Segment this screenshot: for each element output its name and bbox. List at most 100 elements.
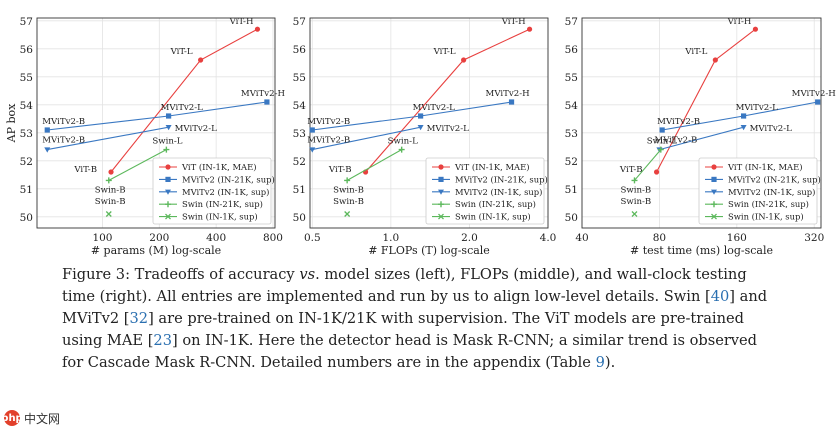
point-label: Swin-B [620,197,651,207]
citation-link[interactable]: 9 [595,354,605,371]
data-point [438,164,444,170]
data-point [165,201,171,208]
figure-3-charts: 50 51 52 53 54 55 56 57 100 200 400 800 # params (M)… [5,16,836,257]
data-point [711,189,717,195]
data-point [659,127,665,133]
plot-frame [36,17,276,229]
series-line [634,149,662,181]
series-mvitv2-in-21k-sup-: MViTv2-B MViTv2-L MViTv2-H [657,89,836,133]
point-label: Swin-L [388,137,418,147]
point-label: MViTv2-L [175,124,218,134]
chart-panel-1: 50 51 52 53 54 55 56 57 100 200 400 800 # params (M)… [5,16,285,257]
series-line [108,149,167,181]
legend-box [152,157,272,225]
legend: ViT (IN-1K, MAE) MViTv2 (IN-21K, sup) MViT… [425,157,548,225]
x-axis-label: # FLOPs (T) log-scale [368,244,490,257]
caption-text: ). [604,354,616,371]
data-point [165,113,172,119]
series-vit-in-1k-mae-: ViT-B ViT-L ViT-H [619,17,759,175]
data-point [740,113,747,119]
x-tick-label: 80 [653,232,666,244]
legend-entry: Swin (IN-21K, sup) [728,199,809,209]
legend-entry: MViTv2 (IN-21K, sup) [182,174,275,184]
watermark: php 中文网 [1,409,60,427]
caption-text: . model sizes (left), FLOPs (middle), an… [62,266,747,305]
point-label: MViTv2-H [241,89,286,99]
series-line [659,126,744,151]
point-label: ViT-L [433,47,456,57]
y-tick-label: 50 [293,212,306,224]
x-axis-label: # test time (ms) log-scale [630,244,773,257]
legend-entry: MViTv2 (IN-1K, sup) [182,187,269,197]
data-point [264,99,270,105]
data-point [105,211,112,217]
y-tick-label: 53 [20,128,33,140]
series-swin-in-1k-sup-: Swin-B [333,197,364,217]
data-point [165,213,171,220]
x-axis-label: # params (M) log-scale [91,244,221,257]
caption-label: Figure 3: [62,266,135,283]
y-tick-label: 50 [565,212,578,224]
point-label: MViTv2-B [654,136,697,146]
x-tick-label: 200 [149,232,169,244]
series-line [47,126,169,151]
point-label: MViTv2-B [307,117,350,127]
x-tick-label: 40 [575,232,588,244]
point-label: ViT-B [328,165,352,175]
series-line [346,149,402,181]
y-tick-label: 53 [565,128,578,140]
x-tick-label: 4.0 [540,232,557,244]
data-point [631,177,638,184]
y-tick-label: 51 [565,184,578,196]
data-point [108,169,114,175]
y-tick-label: 54 [293,100,307,112]
y-tick-label: 56 [565,44,579,56]
series-vit-in-1k-mae-: ViT-B ViT-L ViT-H [73,17,261,175]
point-label: ViT-L [170,47,193,57]
y-tick-label: 52 [20,156,33,168]
point-label: ViT-H [501,17,526,27]
y-tick-label: 53 [293,128,306,140]
data-point [344,211,351,217]
point-label: Swin-B [620,185,651,195]
data-point [526,26,533,32]
legend-entry: Swin (IN-21K, sup) [455,199,536,209]
series-swin-in-21k-sup-: Swin-B Swin-L [620,137,677,196]
figure-caption: Figure 3: Tradeoffs of accuracy vs. mode… [62,264,777,374]
data-point [712,57,718,63]
data-point [438,189,444,195]
x-tick-label: 400 [206,232,226,244]
point-label: MViTv2-B [42,136,85,146]
point-label: Swin-L [152,137,182,147]
data-point [815,99,821,105]
point-label: MViTv2-L [736,103,779,113]
point-label: MViTv2-B [657,117,700,127]
legend-entry: MViTv2 (IN-1K, sup) [728,187,815,197]
data-point [165,164,171,170]
data-point [752,26,759,32]
y-tick-label: 56 [293,44,307,56]
legend-entry: Swin (IN-1K, sup) [455,212,531,222]
point-label: ViT-B [73,165,97,175]
citation-link[interactable]: 32 [129,310,149,327]
data-point [438,213,444,220]
citation-link[interactable]: 23 [153,332,172,349]
data-point [198,57,204,63]
y-tick-label: 55 [293,72,306,84]
data-point [711,164,717,170]
x-tick-label: 100 [92,232,112,244]
data-point [165,176,171,182]
series-mvitv2-in-1k-sup-: MViTv2-B MViTv2-L [307,124,469,153]
legend: ViT (IN-1K, MAE) MViTv2 (IN-21K, sup) MViT… [698,157,821,225]
data-point [44,147,51,153]
series-swin-in-21k-sup-: Swin-B Swin-L [95,137,183,196]
series-vit-in-1k-mae-: ViT-B ViT-L ViT-H [328,17,533,175]
data-point [163,146,170,153]
y-tick-label: 52 [293,156,306,168]
data-point [165,125,172,131]
legend-entry: Swin (IN-21K, sup) [182,199,263,209]
point-label: MViTv2-L [161,103,204,113]
citation-link[interactable]: 40 [710,288,730,305]
y-tick-label: 52 [565,156,578,168]
legend-entry: ViT (IN-1K, MAE) [454,162,529,172]
